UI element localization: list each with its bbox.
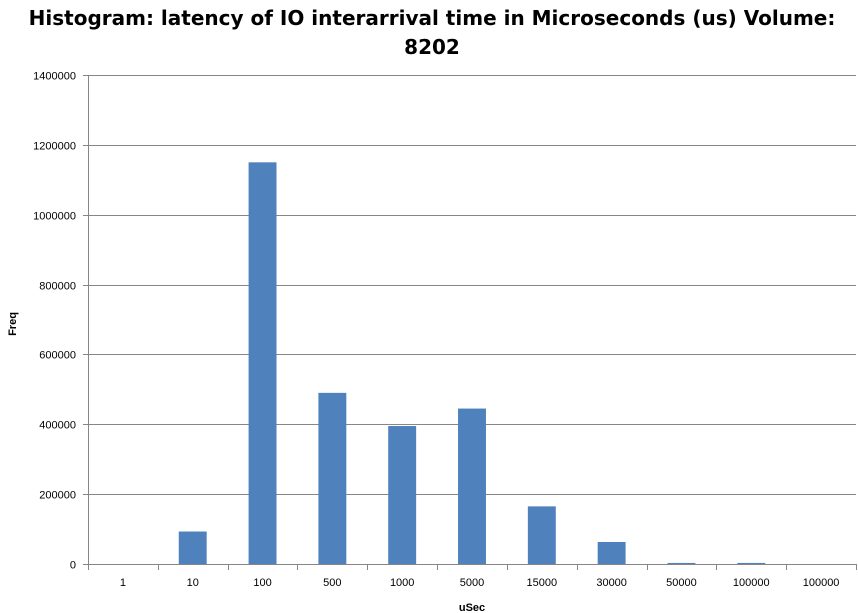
x-tick-label: 5000 (460, 577, 484, 589)
x-tick-label: 100000 (733, 577, 770, 589)
x-tick-label: 30000 (596, 577, 627, 589)
x-axis (88, 564, 857, 570)
bar (248, 162, 277, 565)
bar (318, 392, 347, 564)
x-tick-label: 100000 (803, 577, 840, 589)
chart-title-line-1: Histogram: latency of IO interarrival ti… (29, 6, 836, 30)
x-tick-label: 15000 (527, 577, 558, 589)
bar (178, 531, 207, 564)
x-tick-label: 500 (323, 577, 341, 589)
y-tick-labels: 0 200000 400000 600000 800000 1000000 1200000 1… (33, 71, 76, 572)
y-tick-label: 1000000 (33, 211, 76, 223)
bar (527, 506, 556, 564)
x-tick-label: 10 (187, 577, 199, 589)
y-tick-label: 1200000 (33, 141, 76, 153)
gridlines (88, 75, 856, 495)
x-tick-label: 1 (120, 577, 126, 589)
bar (388, 426, 417, 564)
bar (737, 562, 766, 564)
chart-title-line-2: 8202 (404, 35, 460, 59)
y-tick-label: 200000 (39, 490, 76, 502)
bar (597, 541, 626, 564)
bar (458, 408, 486, 564)
bars (178, 162, 766, 565)
x-tick-label: 1000 (390, 577, 414, 589)
x-tick-label: 50000 (666, 577, 697, 589)
y-tick-label: 800000 (39, 281, 76, 293)
bar (667, 562, 696, 564)
y-axis (83, 75, 89, 565)
x-tick-labels: 1 10 100 500 1000 5000 15000 30000 50000 100000 10… (120, 577, 840, 589)
x-axis-label: uSec (459, 602, 485, 613)
y-tick-label: 1400000 (33, 71, 76, 83)
y-tick-label: 600000 (39, 350, 76, 362)
y-tick-label: 0 (70, 560, 76, 572)
x-tick-label: 100 (253, 577, 271, 589)
y-axis-label: Freq (7, 312, 19, 336)
y-tick-label: 400000 (39, 420, 76, 432)
